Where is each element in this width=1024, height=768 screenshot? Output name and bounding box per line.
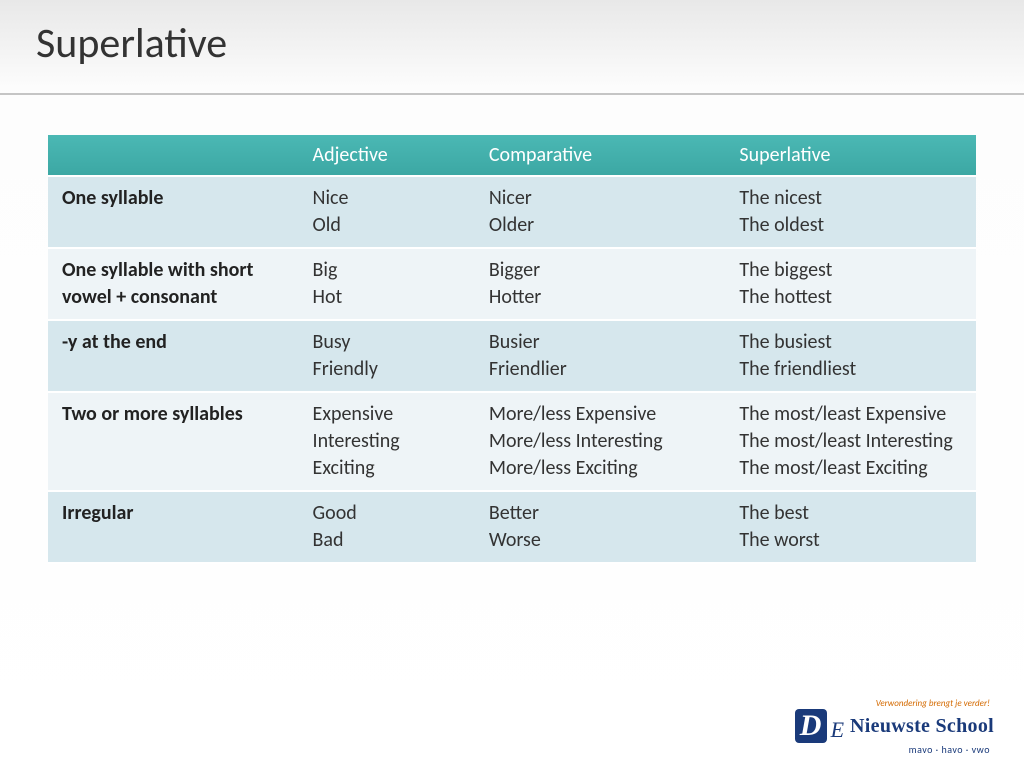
table-row: -y at the end BusyFriendly BusierFriendl… xyxy=(48,320,976,392)
table-row: One syllable with short vowel + consonan… xyxy=(48,248,976,320)
cell-adjective: BigHot xyxy=(299,248,475,320)
page-title: Superlative xyxy=(36,18,988,69)
table-header-row: Adjective Comparative Superlative xyxy=(48,135,976,176)
logo-letter-e: E xyxy=(831,717,844,743)
col-adjective: Adjective xyxy=(299,135,475,176)
row-head: Irregular xyxy=(48,491,299,563)
row-head: One syllable with short vowel + consonan… xyxy=(48,248,299,320)
col-blank xyxy=(48,135,299,176)
logo-tagline: Verwondering brengt je verder! xyxy=(795,698,994,709)
cell-adjective: ExpensiveInterestingExciting xyxy=(299,392,475,491)
row-head: One syllable xyxy=(48,176,299,248)
cell-adjective: BusyFriendly xyxy=(299,320,475,392)
logo-levels: mavo · havo · vwo xyxy=(795,743,994,756)
cell-comparative: BetterWorse xyxy=(475,491,726,563)
school-logo: Verwondering brengt je verder! D E Nieuw… xyxy=(795,698,994,756)
cell-comparative: BiggerHotter xyxy=(475,248,726,320)
superlative-table: Adjective Comparative Superlative One sy… xyxy=(48,135,976,564)
cell-superlative: The nicestThe oldest xyxy=(725,176,976,248)
table-row: Two or more syllables ExpensiveInteresti… xyxy=(48,392,976,491)
cell-comparative: NicerOlder xyxy=(475,176,726,248)
logo-name: Nieuwste School xyxy=(850,715,994,738)
col-comparative: Comparative xyxy=(475,135,726,176)
cell-superlative: The biggestThe hottest xyxy=(725,248,976,320)
table-row: One syllable NiceOld NicerOlder The nice… xyxy=(48,176,976,248)
row-head: -y at the end xyxy=(48,320,299,392)
cell-comparative: More/less ExpensiveMore/less Interesting… xyxy=(475,392,726,491)
content-area: Adjective Comparative Superlative One sy… xyxy=(0,95,1024,564)
cell-adjective: GoodBad xyxy=(299,491,475,563)
cell-comparative: BusierFriendlier xyxy=(475,320,726,392)
logo-letter-d: D xyxy=(795,709,827,743)
cell-superlative: The bestThe worst xyxy=(725,491,976,563)
title-bar: Superlative xyxy=(0,0,1024,95)
col-superlative: Superlative xyxy=(725,135,976,176)
cell-superlative: The busiestThe friendliest xyxy=(725,320,976,392)
row-head: Two or more syllables xyxy=(48,392,299,491)
cell-superlative: The most/least ExpensiveThe most/least I… xyxy=(725,392,976,491)
table-row: Irregular GoodBad BetterWorse The bestTh… xyxy=(48,491,976,563)
logo-row: D E Nieuwste School xyxy=(795,709,994,743)
cell-adjective: NiceOld xyxy=(299,176,475,248)
